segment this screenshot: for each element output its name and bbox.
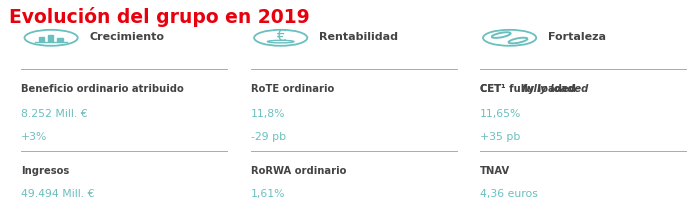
Text: 8.252 Mill. €: 8.252 Mill. €: [21, 109, 88, 119]
Text: Beneficio ordinario atribuido: Beneficio ordinario atribuido: [21, 84, 183, 94]
Text: 11,8%: 11,8%: [251, 109, 285, 119]
Text: +3%: +3%: [21, 132, 48, 142]
Text: 1,61%: 1,61%: [251, 189, 285, 199]
Text: Fortaleza: Fortaleza: [548, 32, 606, 42]
Text: RoTE ordinario: RoTE ordinario: [251, 84, 334, 94]
Text: Ingresos: Ingresos: [21, 166, 69, 176]
Text: +35 pb: +35 pb: [480, 132, 520, 142]
Text: €: €: [276, 29, 286, 44]
Text: CET¹: CET¹: [480, 84, 509, 94]
Text: 4,36 euros: 4,36 euros: [480, 189, 538, 199]
Text: 49.494 Mill. €: 49.494 Mill. €: [21, 189, 94, 199]
Bar: [38, 37, 44, 41]
Text: CET¹ fully loaded: CET¹ fully loaded: [480, 84, 575, 94]
Bar: [57, 38, 63, 41]
Text: 11,65%: 11,65%: [480, 109, 521, 119]
Text: fully loaded: fully loaded: [522, 84, 589, 94]
Text: RoRWA ordinario: RoRWA ordinario: [251, 166, 346, 176]
Text: Rentabilidad: Rentabilidad: [319, 32, 398, 42]
Text: Evolución del grupo en 2019: Evolución del grupo en 2019: [9, 7, 310, 27]
Bar: [48, 35, 53, 41]
Text: Crecimiento: Crecimiento: [90, 32, 164, 42]
Text: TNAV: TNAV: [480, 166, 510, 176]
Text: -29 pb: -29 pb: [251, 132, 286, 142]
